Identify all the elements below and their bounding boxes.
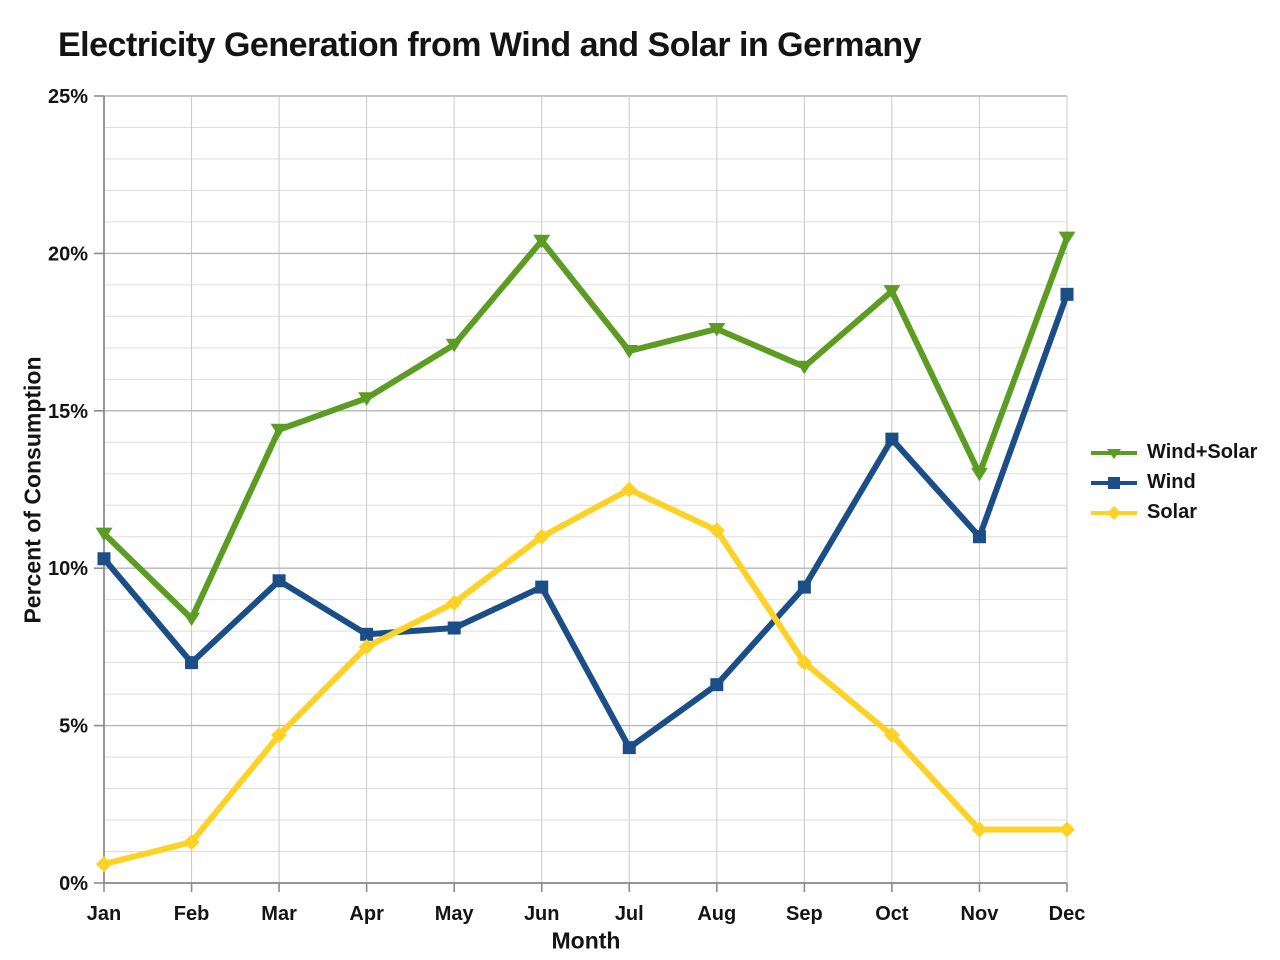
series-wind-solar-marker	[708, 322, 726, 337]
legend-entry-solar: Solar	[1090, 501, 1257, 524]
legend-marker	[1107, 505, 1121, 520]
series-solar-marker	[183, 834, 200, 851]
legend-label-wind: Wind	[1147, 471, 1196, 493]
wind-marker-icon	[1091, 476, 1137, 489]
series-wind-marker	[885, 432, 899, 446]
series-solar-marker	[971, 821, 988, 838]
series-solar-marker	[271, 727, 288, 744]
x-tick-label: Sep	[786, 903, 823, 925]
series-wind-solar-marker	[270, 423, 288, 438]
series-wind-solar-line	[101, 234, 1070, 622]
legend-entry-wind: Wind	[1090, 471, 1257, 494]
legend-entry-wind-solar: Wind+Solar	[1090, 441, 1257, 464]
x-tick-label: Jul	[615, 903, 644, 925]
x-tick-label: Mar	[261, 903, 297, 925]
x-tick-label: Nov	[961, 903, 1000, 925]
y-tick-label: 0%	[59, 873, 88, 895]
series-wind-solar-marker	[795, 360, 813, 375]
wind-solar-marker-icon	[1091, 448, 1137, 459]
series-wind-marker	[972, 530, 986, 544]
legend-marker	[1108, 476, 1120, 489]
chart-title: Electricity Generation from Wind and Sol…	[58, 26, 922, 64]
series-solar-marker	[796, 654, 813, 671]
legend-label-wind-solar: Wind+Solar	[1147, 441, 1258, 463]
legend-marker	[1107, 448, 1121, 459]
x-tick-label: Jan	[87, 903, 121, 925]
y-tick-label: 20%	[48, 243, 88, 265]
legend: Wind+Solar Wind Solar	[1090, 441, 1257, 524]
series-wind-marker	[622, 741, 636, 755]
series-wind-marker	[797, 580, 811, 594]
series-wind-marker	[185, 656, 199, 670]
series-wind-solar-marker	[620, 344, 638, 359]
solar-marker-icon	[1091, 505, 1137, 520]
y-tick-label: 25%	[48, 86, 88, 108]
series-solar-line	[101, 486, 1070, 868]
series-wind-marker	[1060, 287, 1074, 301]
series-wind-marker	[272, 574, 286, 588]
series-solar-marker	[96, 856, 112, 873]
x-tick-label: May	[435, 903, 475, 925]
series-wind-solar-marker	[883, 285, 901, 299]
series-solar-marker	[708, 522, 725, 539]
series-wind-solar-marker	[445, 338, 463, 353]
series-solar-marker	[446, 594, 463, 611]
x-tick-label: Aug	[697, 903, 736, 925]
series-wind-marker	[360, 627, 374, 641]
series-wind-line	[101, 291, 1070, 751]
legend-label-solar: Solar	[1147, 501, 1198, 523]
series-wind-solar-marker	[95, 527, 113, 542]
series-solar-marker	[621, 481, 638, 498]
x-tick-label: Jun	[524, 903, 560, 925]
y-tick-label: 10%	[48, 558, 88, 580]
series-solar-marker	[883, 727, 900, 744]
y-tick-label: 15%	[48, 401, 88, 423]
series-solar-marker	[1059, 821, 1075, 838]
series-wind-marker	[535, 580, 549, 594]
series-wind-marker	[447, 621, 461, 635]
x-tick-label: Dec	[1049, 903, 1086, 925]
series-solar-marker	[533, 528, 550, 545]
series-wind-solar-marker	[183, 612, 201, 627]
x-tick-label: Feb	[174, 903, 210, 925]
series-wind-solar-marker	[533, 234, 551, 249]
x-tick-label: Apr	[349, 903, 384, 925]
series-solar-marker	[358, 638, 375, 655]
series-wind-solar-marker	[1058, 231, 1076, 246]
y-tick-label: 5%	[59, 716, 88, 738]
x-axis-title: Month	[551, 927, 621, 954]
series-wind-marker	[710, 678, 724, 692]
series-wind-solar-marker	[970, 467, 988, 482]
x-tick-label: Oct	[875, 903, 909, 925]
series-wind-solar-marker	[358, 392, 376, 406]
series-wind-marker	[97, 552, 111, 566]
